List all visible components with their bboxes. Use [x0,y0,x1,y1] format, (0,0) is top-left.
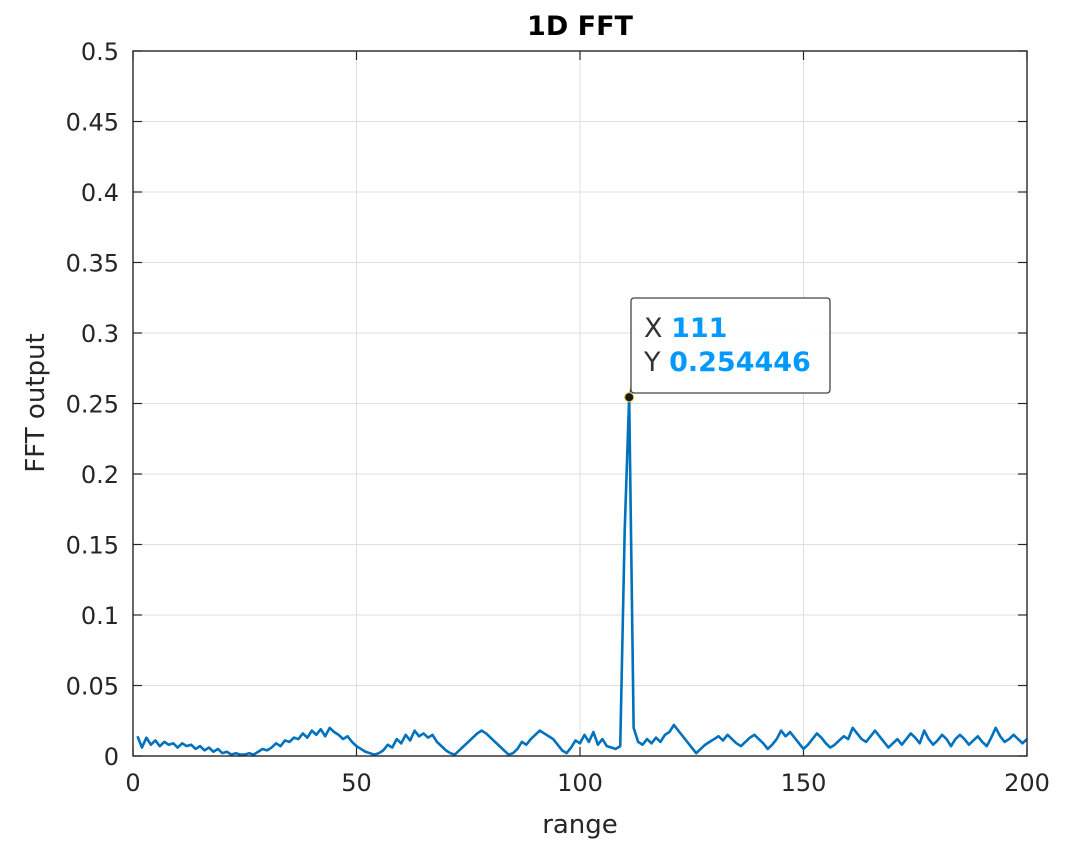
datatip-x-row: X 111 [644,313,727,344]
y-tick-label: 0.25 [66,391,119,419]
y-tick-label: 0.4 [81,179,119,207]
y-tick-label: 0.35 [66,250,119,278]
y-tick-label: 0.3 [81,320,119,348]
y-tick-label: 0.5 [81,38,119,66]
datatip-x-value: 111 [671,313,727,344]
x-tick-label: 200 [1004,769,1050,797]
y-tick-label: 0 [104,743,119,771]
datatip-marker[interactable] [624,392,635,403]
y-tick-label: 0.45 [66,109,119,137]
x-tick-label: 0 [125,769,140,797]
x-tick-label: 100 [557,769,603,797]
x-tick-label: 50 [341,769,372,797]
chart-title: 1D FFT [527,11,633,42]
datatip-y-row: Y 0.254446 [643,347,811,378]
tick-labels: 0 50 100 150 200 0 0.05 0.1 0.15 0.2 0.25 0.3 0.35 0.… [66,38,1050,797]
x-tick-label: 150 [781,769,827,797]
x-axis-label: range [542,810,618,840]
series-layer [136,395,1028,756]
plot-frame [132,50,1028,757]
y-tick-label: 0.15 [66,532,119,560]
y-tick-label: 0.1 [81,602,119,630]
y-tick-label: 0.05 [66,673,119,701]
grid-lines [133,51,1027,756]
datatip-box [630,297,831,394]
datatip-y-key: Y [643,347,669,378]
fft-series-line [136,395,1028,756]
datatip-x-key: X [644,313,671,344]
y-axis-label: FFT output [21,333,51,472]
y-tick-label: 0.2 [81,461,119,489]
datatip-y-value: 0.254446 [669,347,811,378]
